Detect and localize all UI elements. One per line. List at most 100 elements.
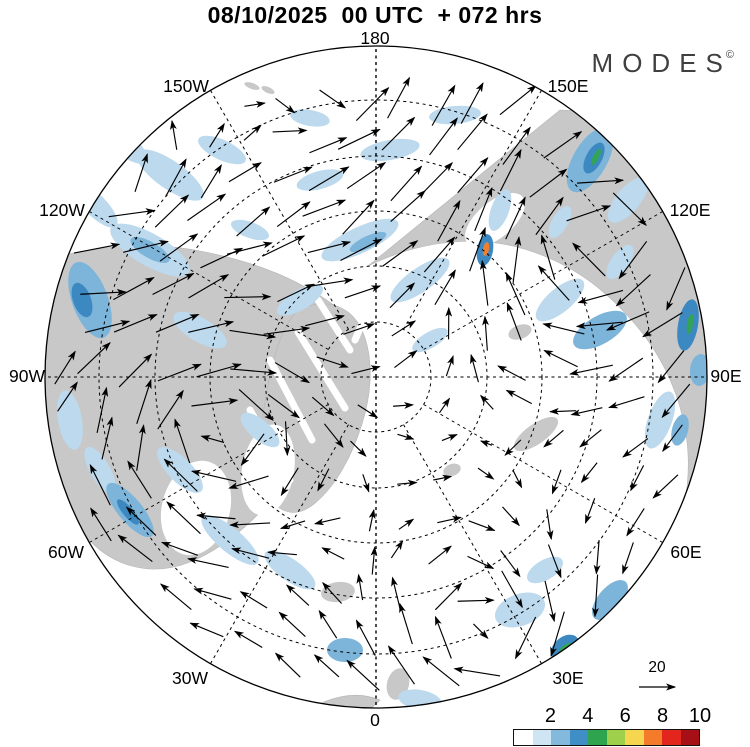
wind-arrow: [543, 131, 583, 159]
wind-arrow: [285, 584, 310, 606]
wind-arrow: [57, 381, 78, 412]
colorbar-segment: [643, 730, 662, 745]
wind-arrow: [501, 570, 523, 609]
shade-patch: [349, 231, 387, 253]
wind-arrow: [419, 162, 454, 197]
wind-arrow: [622, 438, 649, 458]
wind-arrow: [368, 508, 376, 532]
wind-arrow: [89, 464, 111, 506]
meridian-line: [210, 90, 349, 330]
colorbar-segment: [551, 730, 570, 745]
wind-arrow: [543, 429, 564, 448]
wind-arrow: [468, 520, 496, 531]
lon-label-90E: 90E: [710, 366, 741, 386]
shade-patch: [592, 580, 628, 620]
wind-arrow: [612, 192, 647, 226]
wind-arrow: [434, 615, 452, 659]
wind-arrow: [101, 416, 114, 460]
wind-arrow: [482, 315, 489, 351]
colorbar-tick-10: 10: [688, 705, 712, 727]
wind-arrow: [615, 274, 651, 307]
shade-patch: [231, 219, 269, 241]
lon-label-180: 180: [360, 28, 389, 48]
wind-arrow: [262, 235, 306, 257]
wind-arrow: [283, 421, 291, 457]
wind-arrow: [305, 314, 345, 327]
wind-arrow: [579, 429, 602, 448]
wind-arrow: [434, 269, 456, 306]
shade-patch: [686, 314, 694, 334]
wind-vector-field: [54, 76, 691, 691]
wind-arrow: [391, 320, 417, 337]
wind-arrow: [152, 273, 195, 295]
shade-patch: [488, 189, 512, 231]
island: [443, 463, 461, 477]
wind-arrow: [136, 424, 146, 471]
wind-arrow: [460, 82, 484, 124]
wind-arrow: [570, 407, 603, 417]
wind-arrow: [228, 162, 262, 183]
vector-legend-value: 20: [648, 659, 666, 676]
wind-arrow: [136, 378, 152, 424]
shade-patch: [198, 135, 246, 165]
wind-arrow: [278, 611, 306, 637]
wind-arrow: [480, 394, 494, 410]
lon-label-0: 0: [370, 710, 380, 730]
longitude-labels: 180 150W 150E 120W 120E 90W 90E 60W 60E 30W 30E 0: [9, 28, 742, 730]
wind-arrow: [502, 126, 531, 165]
wind-arrow: [240, 433, 265, 467]
wind-arrow: [54, 350, 76, 385]
colorbar-tick-8: 8: [657, 705, 669, 727]
wind-arrow: [318, 609, 338, 639]
wind-arrow: [497, 365, 526, 381]
wind-arrow: [470, 353, 479, 383]
wind-arrow: [457, 113, 488, 151]
colorbar-segment: [569, 730, 588, 745]
wind-arrow: [652, 474, 679, 499]
wind-arrow: [399, 602, 413, 645]
wind-arrow: [190, 469, 237, 482]
wind-arrow: [174, 418, 191, 464]
wind-arrow: [267, 393, 300, 419]
lon-label-150W: 150W: [163, 76, 209, 96]
wind-arrow: [428, 545, 452, 565]
shade-patch: [390, 257, 450, 303]
wind-arrow: [512, 469, 523, 489]
wind-arrow: [569, 364, 613, 376]
wind-arrow: [317, 468, 330, 492]
wind-arrow: [537, 265, 570, 301]
wind-arrow: [505, 271, 526, 316]
lon-label-120E: 120E: [670, 200, 711, 220]
wind-arrow: [577, 177, 625, 185]
wind-arrow: [572, 242, 606, 277]
wind-arrow: [499, 85, 537, 116]
wind-arrow: [80, 288, 127, 296]
wind-arrow: [477, 467, 495, 480]
lon-label-30W: 30W: [172, 668, 208, 688]
shade-patch: [136, 149, 204, 201]
wind-arrow: [429, 117, 458, 156]
copyright-mark: ©: [725, 49, 734, 61]
map-boundary-circle: [44, 45, 708, 709]
wind-arrow: [381, 116, 416, 151]
wind-arrow: [229, 521, 271, 529]
wind-arrow: [243, 124, 262, 141]
sea-channel: [314, 296, 354, 354]
wind-arrow: [357, 404, 379, 418]
wind-arrow: [502, 506, 520, 527]
wind-arrow: [618, 240, 648, 280]
colorbar-segment: [625, 730, 644, 745]
wind-arrow: [238, 389, 274, 421]
meridian-line: [210, 424, 349, 664]
island: [508, 324, 532, 340]
lon-label-120W: 120W: [39, 200, 85, 220]
wind-arrow: [191, 397, 239, 407]
sea-channel: [294, 328, 349, 412]
wind-arrow: [584, 498, 596, 525]
lon-label-90W: 90W: [9, 366, 45, 386]
wind-arrow: [657, 350, 685, 384]
wind-arrow: [244, 101, 266, 108]
colorbar: [513, 729, 700, 746]
wind-arrow: [276, 201, 311, 228]
colorbar-segment: [662, 730, 681, 745]
